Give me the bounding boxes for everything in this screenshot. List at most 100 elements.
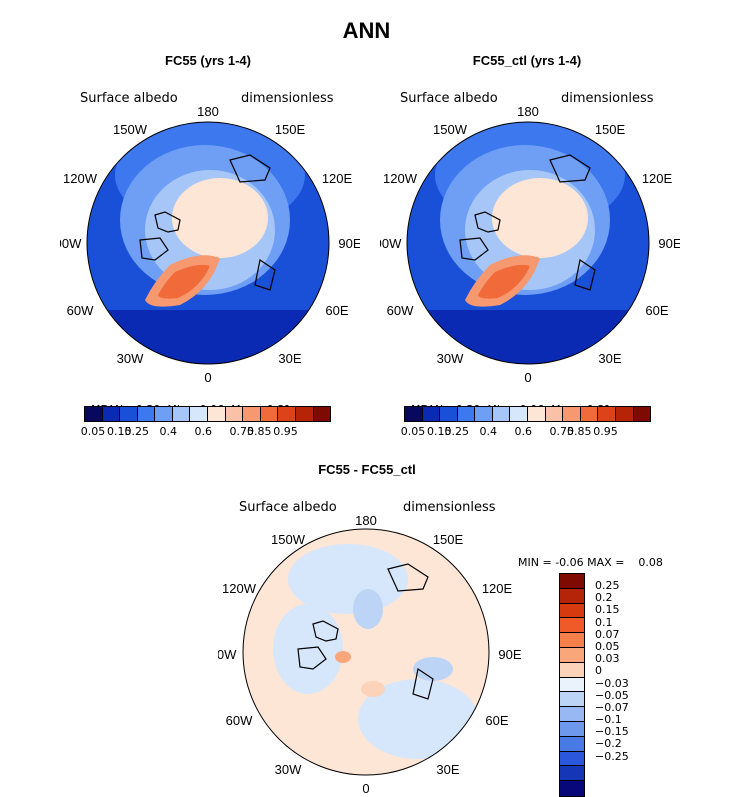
diff-lon-120e: 120E	[482, 581, 513, 596]
diff-lon-30w: 30W	[275, 762, 302, 777]
diff-colorbar-tick-label: 0.05	[595, 639, 620, 653]
colorbar-swatch	[598, 407, 616, 421]
diff-colorbar-tick-label: 0.03	[595, 652, 620, 666]
colorbar-swatch	[295, 407, 314, 421]
colorbar-swatch	[440, 407, 458, 421]
panel-1-colorbar-ticks: 0.05 0.15 0.25 0.4 0.6 0.75 0.85 0.95	[80, 425, 329, 439]
colorbar-swatch	[615, 407, 634, 421]
diff-colorbar-tick-label: −0.25	[595, 749, 629, 763]
colorbar-swatch	[492, 407, 511, 421]
colorbar-swatch	[225, 407, 244, 421]
colorbar-tick-label: 0.75	[549, 425, 575, 438]
panel-1-lon-150e: 150E	[275, 122, 306, 137]
colorbar-swatch	[510, 407, 529, 421]
diff-colorbar-swatch	[560, 766, 584, 782]
diff-colorbar-tick-label: 0.07	[595, 627, 620, 641]
diff-lon-120w: 120W	[222, 581, 257, 596]
diff-colorbar-tick-label: 0.25	[595, 579, 620, 592]
diff-colorbar-swatch	[560, 736, 584, 752]
panel-2-lon-120e: 120E	[642, 171, 673, 186]
colorbar-swatch	[208, 407, 226, 421]
colorbar-tick-label: 0.05	[400, 425, 426, 438]
panel-1-lon-90e: 90E	[338, 236, 360, 251]
panel-1-variable: Surface albedo	[80, 91, 178, 106]
colorbar-swatch	[528, 407, 546, 421]
panel-1-lon-180: 180	[197, 104, 219, 119]
diff-panel-units: dimensionless	[403, 500, 496, 515]
panel-2-lon-30e: 30E	[598, 351, 621, 366]
diff-lon-90e: 90E	[498, 647, 521, 662]
diff-colorbar-tick-label: 0	[595, 664, 602, 678]
panel-1-lon-0: 0	[204, 370, 211, 385]
colorbar-tick-label: 0.85	[247, 425, 272, 438]
diff-panel-title: FC55 - FC55_ctl	[318, 462, 416, 477]
panel-1-lon-90w: 90W	[60, 236, 82, 251]
colorbar-tick-label: 0.6	[194, 425, 213, 438]
panel-2-lon-150e: 150E	[595, 122, 626, 137]
panel-1-title: FC55 (yrs 1-4)	[165, 53, 251, 68]
diff-colorbar-swatch	[560, 633, 584, 648]
panel-1-lon-120e: 120E	[322, 171, 353, 186]
diff-colorbar-swatch	[560, 707, 584, 722]
colorbar-tick-label: 0.75	[229, 425, 255, 438]
diff-lon-90w: 90W	[218, 647, 237, 662]
panel-2-lon-0: 0	[524, 370, 531, 385]
colorbar-swatch	[545, 407, 564, 421]
panel-1-lon-60w: 60W	[67, 303, 94, 318]
colorbar-swatch	[475, 407, 493, 421]
diff-panel-stats: MIN = -0.06 MAX = 0.08	[518, 556, 663, 569]
panel-1-lon-60e: 60E	[325, 303, 348, 318]
colorbar-swatch	[422, 407, 441, 421]
diff-colorbar-tick-label: −0.15	[595, 725, 629, 739]
colorbar-swatch	[102, 407, 121, 421]
diff-panel-variable: Surface albedo	[239, 500, 337, 515]
panel-2-title: FC55_ctl (yrs 1-4)	[472, 53, 582, 68]
panel-2-lon-30w: 30W	[437, 351, 464, 366]
colorbar-swatch	[457, 407, 476, 421]
colorbar-swatch	[85, 407, 103, 421]
panel-2-lon-120w: 120W	[383, 171, 418, 186]
diff-colorbar-swatch	[560, 781, 584, 796]
diff-colorbar-tick-label: −0.03	[595, 676, 629, 690]
diff-colorbar-swatch	[560, 647, 584, 663]
colorbar-swatch	[243, 407, 261, 421]
colorbar-swatch	[563, 407, 581, 421]
panel-2-lon-90w: 90W	[380, 236, 402, 251]
colorbar-swatch	[260, 407, 279, 421]
main-title: ANN	[342, 18, 391, 43]
panel-2-lon-60e: 60E	[645, 303, 668, 318]
panel-2-lon-90e: 90E	[658, 236, 680, 251]
colorbar-tick-label: 0.15	[427, 425, 452, 438]
colorbar-swatch	[633, 407, 651, 421]
panel-1-lon-30e: 30E	[278, 351, 301, 366]
diff-colorbar-tick-label: −0.1	[595, 713, 622, 727]
colorbar-swatch	[190, 407, 209, 421]
diff-lon-0: 0	[362, 781, 369, 796]
panel-1-colorbar	[84, 406, 331, 422]
panel-1-lon-120w: 120W	[63, 171, 98, 186]
panel-2-variable: Surface albedo	[400, 91, 498, 106]
panel-1-lon-30w: 30W	[117, 351, 144, 366]
panel-2-lon-180: 180	[517, 104, 539, 119]
diff-lon-180: 180	[355, 513, 377, 528]
diff-colorbar-swatch	[560, 603, 584, 619]
colorbar-tick-label: 0.05	[80, 425, 106, 438]
colorbar-swatch	[580, 407, 599, 421]
diff-colorbar-swatch	[560, 662, 584, 678]
diff-panel-polar-map: 180 150E 120E 90E 60E 30E 0 30W 60W 90W …	[218, 513, 522, 796]
diff-colorbar-swatch	[560, 588, 584, 604]
colorbar-swatch	[155, 407, 173, 421]
colorbar-tick-label: 0.95	[593, 425, 618, 438]
diff-colorbar-swatch	[560, 618, 584, 634]
diff-lon-60w: 60W	[226, 713, 253, 728]
colorbar-tick-label: 0.4	[479, 425, 498, 438]
colorbar-swatch	[313, 407, 331, 421]
diff-colorbar-swatch	[560, 574, 584, 589]
diff-colorbar-swatch	[560, 721, 584, 737]
colorbar-tick-label: 0.25	[124, 425, 150, 438]
diff-colorbar	[559, 573, 585, 797]
diff-lon-150e: 150E	[433, 532, 464, 547]
panel-2-polar-map: 180 150E 120E 90E 60E 30E 0 30W 60W 90W …	[380, 104, 680, 385]
panel-2-lon-150w: 150W	[433, 122, 468, 137]
panel-2-colorbar	[404, 406, 651, 422]
